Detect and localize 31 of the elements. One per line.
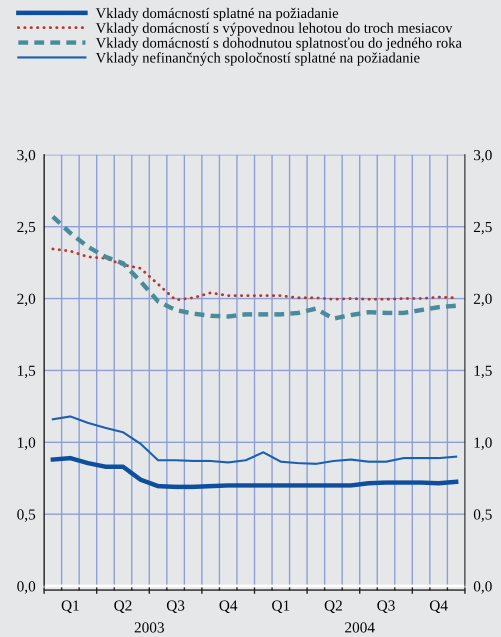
line-series	[52, 415, 458, 465]
legend-label: Vklady domácností s výpovednou lehotou do troch mesiacov	[96, 22, 452, 36]
y-tick-label: 2,0	[17, 294, 36, 306]
x-tick-label: Q4	[430, 600, 448, 614]
x-tick-label: Q4	[219, 600, 238, 614]
y2-tick-label: 0,5	[474, 509, 492, 522]
x-tick-label: Q2	[324, 600, 342, 614]
y2-tick-label: 1,5	[474, 366, 492, 378]
y-tick-label: 1,0	[18, 437, 36, 450]
text: 2003	[134, 622, 164, 633]
line-series	[50, 456, 458, 490]
x-tick-label: Q1	[62, 600, 79, 614]
y2-tick-label: 2,5	[474, 222, 492, 234]
y-tick-label: 1,5	[18, 366, 36, 378]
y-tick-label: 3,0	[17, 150, 36, 162]
y-tick-label: 2,5	[17, 222, 36, 234]
line-series	[50, 214, 458, 321]
y2-tick-label: 0,0	[474, 581, 492, 594]
x-tick-label: Q2	[114, 600, 132, 614]
text: 2004	[345, 622, 375, 633]
y-tick-label: 0,5	[17, 509, 36, 522]
y2-tick-label: 1,0	[474, 437, 492, 450]
x-tick-label: Q3	[377, 600, 395, 614]
x-tick-label: Q3	[166, 600, 184, 614]
x-tick-label: Q1	[272, 600, 290, 614]
y2-tick-label: 2,0	[474, 294, 492, 306]
legend-label: Vklady domácností splatné na požiadanie	[96, 8, 338, 22]
y-tick-label: 0,0	[17, 581, 36, 594]
y2-tick-label: 3,0	[474, 150, 492, 162]
legend-label: Vklady nefinančných spoločností splatné na požiadanie	[96, 52, 420, 66]
legend-label: Vklady domácností s dohodnutou splatnosťou do jedného roka	[96, 37, 462, 51]
